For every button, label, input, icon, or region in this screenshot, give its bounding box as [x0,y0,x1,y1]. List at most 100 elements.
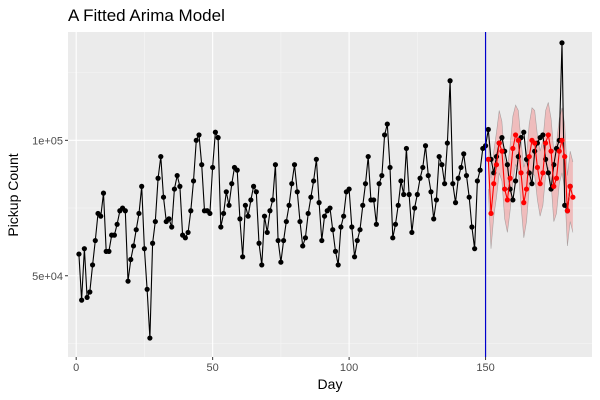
observed-point [270,197,276,203]
forecast-point [518,170,524,176]
observed-point [562,202,568,208]
observed-point [360,202,366,208]
y-tick-label: 5e+04 [32,271,63,283]
observed-point [477,167,483,173]
observed-point [278,259,284,265]
observed-point [384,121,390,127]
observed-point [351,254,358,260]
forecast-point [491,181,497,187]
plot-panel [68,32,592,357]
observed-point [152,218,158,225]
forecast-point [488,210,494,217]
observed-point [395,202,401,208]
forecast-point [512,132,519,138]
observed-point [450,181,456,187]
observed-point [362,181,369,187]
observed-point [403,145,410,152]
observed-point [79,297,85,303]
observed-point [297,218,303,225]
observed-point [291,162,298,168]
observed-point [493,153,500,160]
forecast-point [502,186,508,192]
forecast-point [485,156,491,162]
forecast-point [551,183,557,189]
forecast-point [526,153,532,160]
forecast-point [499,148,505,154]
x-axis-title: Day [318,376,343,392]
observed-point [147,335,153,341]
observed-point [529,181,535,187]
observed-point [229,181,235,187]
observed-point [447,78,453,84]
observed-point [469,224,475,230]
forecast-point [553,175,560,181]
observed-point [256,240,262,246]
observed-point [253,189,259,195]
observed-point [182,235,188,241]
observed-point [436,153,442,160]
observed-point [114,221,120,227]
observed-point [166,216,172,222]
forecast-point [548,148,554,154]
observed-point [401,191,407,198]
observed-point [100,190,107,196]
observed-point [439,162,445,168]
observed-point [248,197,254,203]
observed-point [130,243,137,249]
observed-point [261,213,268,219]
observed-point [283,218,289,225]
observed-point [199,162,205,168]
forecast-point [515,137,521,143]
observed-point [218,224,224,230]
observed-point [433,197,440,203]
observed-point [220,210,227,217]
observed-point [89,262,96,268]
forecast-point [523,186,530,192]
observed-point [81,246,87,252]
observed-point [250,183,257,189]
observed-point [226,202,232,208]
forecast-point [570,194,576,200]
observed-point [150,240,156,246]
observed-point [300,243,306,249]
forecast-point [545,132,551,138]
observed-point [76,251,82,257]
observed-point [215,135,221,141]
observed-point [111,232,117,238]
observed-point [321,213,328,219]
observed-point [485,126,491,133]
observed-point [532,148,538,154]
observed-point [294,189,300,195]
observed-point [545,170,551,176]
observed-point [171,186,178,192]
forecast-line [487,133,574,214]
observed-point [392,221,399,227]
observed-point [128,256,134,263]
y-axis-ticks: 5e+04 1e+05 [32,135,68,283]
forecast-point [562,153,568,160]
observed-series [76,40,573,341]
observed-point [223,189,229,195]
observed-point [338,224,344,230]
observed-point [264,229,270,236]
observed-point [381,132,388,138]
observed-point [425,172,431,179]
observed-point [442,181,448,187]
observed-point [463,172,470,179]
x-tick-label: 100 [340,362,358,374]
x-tick-label: 50 [207,362,219,374]
observed-point [409,229,415,236]
forecast-point [521,200,527,206]
observed-point [313,156,319,162]
observed-point [169,224,175,230]
confidence-band-group [488,102,574,249]
observed-point [341,213,347,219]
observed-point [272,162,279,168]
observed-point [237,216,243,222]
observed-point [354,237,360,244]
observed-point [84,294,90,301]
observed-point [98,213,104,219]
observed-point [289,181,295,187]
y-tick-label: 1e+05 [32,135,63,147]
observed-point [136,210,142,217]
